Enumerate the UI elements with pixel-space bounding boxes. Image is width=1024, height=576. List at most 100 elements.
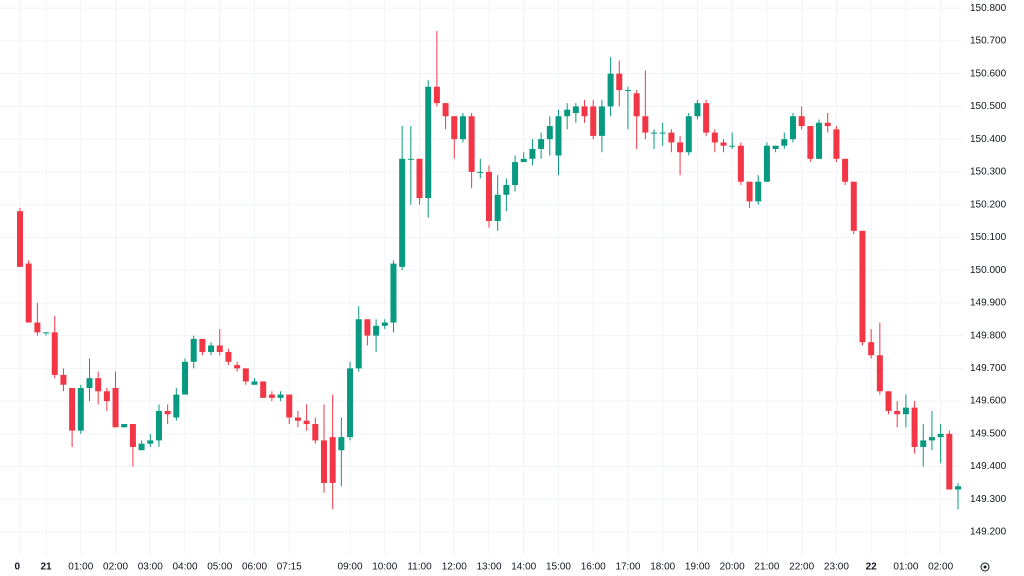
- candle-body: [95, 378, 102, 392]
- x-tick-label: 02:00: [103, 562, 128, 573]
- candle-body: [25, 263, 32, 323]
- candle-body: [268, 394, 275, 398]
- x-tick-label: 01:00: [893, 562, 918, 573]
- candle-body: [720, 142, 727, 146]
- settings-button[interactable]: [980, 562, 990, 572]
- candle-body: [651, 132, 658, 134]
- candle-body: [937, 433, 944, 438]
- y-tick-label: 150.000: [970, 265, 1007, 276]
- candle-body: [494, 194, 501, 222]
- candle-body: [668, 132, 675, 143]
- candle-body: [251, 381, 258, 385]
- candle-body: [138, 443, 145, 451]
- candle-body: [564, 109, 571, 117]
- candle-body: [859, 230, 866, 343]
- candle-body: [320, 440, 327, 483]
- y-tick-label: 150.500: [970, 101, 1007, 112]
- candle-body: [842, 158, 849, 182]
- candle-body: [868, 342, 875, 356]
- candle-body: [772, 145, 779, 149]
- candle-body: [955, 486, 961, 490]
- candle-body: [286, 394, 293, 418]
- candle-body: [911, 407, 918, 447]
- candle-body: [902, 407, 909, 415]
- candle-body: [425, 86, 432, 199]
- candle-body: [616, 73, 623, 91]
- candle-body: [277, 394, 284, 398]
- candle-body: [260, 381, 267, 398]
- candle-body: [399, 158, 406, 267]
- candle-body: [442, 103, 449, 117]
- candle-body: [894, 410, 901, 415]
- candle-body: [538, 139, 545, 149]
- candle-body: [147, 440, 154, 444]
- candles: [17, 31, 961, 510]
- candle-body: [112, 388, 119, 428]
- grid: [0, 0, 962, 555]
- x-tick-label: 23:00: [824, 562, 849, 573]
- candle-body: [347, 368, 354, 438]
- candle-body: [946, 433, 953, 490]
- candle-body: [520, 158, 527, 163]
- x-tick-label: 18:00: [650, 562, 675, 573]
- candle-body: [34, 322, 41, 333]
- candle-body: [807, 126, 814, 159]
- candle-body: [51, 332, 58, 375]
- x-tick-label: 21:00: [754, 562, 779, 573]
- candle-body: [208, 345, 215, 352]
- x-tick-label: 0: [14, 562, 20, 573]
- candle-body: [529, 148, 536, 159]
- candle-body: [789, 116, 796, 140]
- x-tick-label: 12:00: [442, 562, 467, 573]
- candle-body: [885, 391, 892, 411]
- candle-body: [659, 132, 666, 134]
- y-tick-label: 150.200: [970, 199, 1007, 210]
- y-tick-label: 149.500: [970, 428, 1007, 439]
- candle-body: [555, 116, 562, 156]
- x-tick-label: 09:00: [338, 562, 363, 573]
- candle-body: [60, 374, 67, 385]
- candle-body: [607, 73, 614, 107]
- candle-body: [234, 365, 241, 369]
- candle-body: [581, 106, 588, 117]
- x-tick-label: 16:00: [581, 562, 606, 573]
- candle-body: [624, 90, 631, 92]
- candle-body: [155, 410, 162, 441]
- candle-body: [164, 410, 171, 415]
- candle-body: [433, 86, 440, 104]
- y-tick-label: 149.800: [970, 330, 1007, 341]
- candle-body: [711, 132, 718, 143]
- candle-body: [781, 139, 788, 146]
- candle-body: [590, 106, 597, 136]
- candle-body: [173, 394, 180, 418]
- y-tick-label: 150.800: [970, 3, 1007, 14]
- candle-body: [468, 116, 475, 172]
- candle-body: [746, 181, 753, 202]
- y-tick-label: 149.200: [970, 527, 1007, 538]
- x-tick-label: 07:15: [277, 562, 302, 573]
- candle-body: [69, 388, 76, 431]
- x-tick-label: 20:00: [720, 562, 745, 573]
- candle-body: [755, 181, 762, 202]
- candle-body: [329, 437, 336, 483]
- x-tick-label: 04:00: [173, 562, 198, 573]
- x-tick-label: 06:00: [242, 562, 267, 573]
- candle-body: [355, 319, 362, 369]
- x-tick-label: 10:00: [372, 562, 397, 573]
- candle-body: [824, 122, 831, 127]
- candle-body: [17, 211, 23, 267]
- x-tick-label: 21: [40, 562, 52, 573]
- candle-body: [928, 437, 935, 441]
- x-tick-label: 03:00: [138, 562, 163, 573]
- y-tick-label: 150.300: [970, 167, 1007, 178]
- x-tick-label: 11:00: [407, 562, 432, 573]
- candle-body: [242, 368, 249, 382]
- candle-body: [390, 263, 397, 323]
- candle-body: [77, 388, 84, 431]
- candle-body: [677, 142, 684, 153]
- candle-body: [477, 171, 484, 173]
- x-tick-label: 17:00: [615, 562, 640, 573]
- candle-body: [546, 126, 553, 140]
